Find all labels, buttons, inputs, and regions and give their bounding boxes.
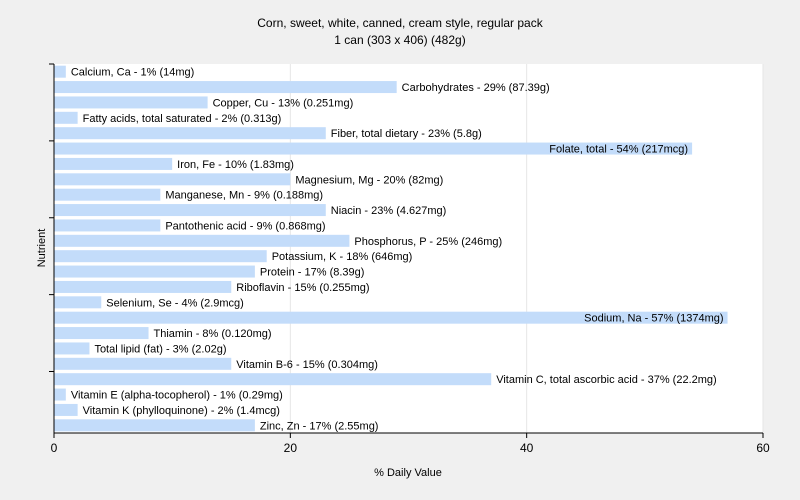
axes-group [49, 63, 763, 434]
bar [54, 327, 149, 340]
bar-label: Vitamin B-6 - 15% (0.304mg) [236, 359, 378, 371]
gridlines [289, 64, 764, 433]
bar [54, 357, 232, 370]
bar-label: Manganese, Mn - 9% (0.188mg) [165, 190, 323, 202]
bar [54, 204, 326, 217]
bar-label: Niacin - 23% (4.627mg) [331, 205, 447, 217]
bar [54, 265, 255, 278]
bar [54, 219, 161, 232]
bar-label: Riboflavin - 15% (0.255mg) [236, 282, 369, 294]
bar [54, 157, 173, 170]
bar-label: Selenium, Se - 4% (2.9mcg) [106, 297, 244, 309]
bar-label: Carbohydrates - 29% (87.39g) [402, 82, 550, 94]
bar-label: Calcium, Ca - 1% (14mg) [71, 67, 194, 79]
bar [54, 373, 492, 386]
bar-label: Protein - 17% (8.39g) [260, 267, 365, 279]
x-tick-label: 40 [520, 441, 534, 455]
x-tick-label: 60 [756, 441, 770, 455]
bar [54, 65, 66, 78]
bar [54, 388, 66, 401]
bar [54, 250, 267, 263]
bar-label: Sodium, Na - 57% (1374mg) [584, 313, 723, 325]
x-tick-label: 20 [284, 441, 298, 455]
y-axis-label: Nutrient [36, 229, 48, 268]
chart-title: Corn, sweet, white, canned, cream style,… [257, 16, 543, 30]
x-tick-label: 0 [51, 441, 58, 455]
bar-label: Copper, Cu - 13% (0.251mg) [213, 97, 354, 109]
x-ticks-group: 0 20 40 60 [51, 433, 770, 455]
bar [54, 280, 232, 293]
bar [54, 403, 78, 416]
bar-labels-group: Calcium, Ca - 1% (14mg) Carbohydrates - 2… [71, 67, 724, 433]
bar [54, 311, 728, 324]
bar-label: Phosphorus, P - 25% (246mg) [354, 236, 502, 248]
bar [54, 142, 693, 155]
bar-label: Zinc, Zn - 17% (2.55mg) [260, 420, 379, 432]
bar-label: Folate, total - 54% (217mcg) [549, 144, 688, 156]
bars-group [54, 65, 728, 432]
x-axis-label: % Daily Value [374, 467, 442, 479]
bar-label: Magnesium, Mg - 20% (82mg) [295, 174, 443, 186]
chart-subtitle: 1 can (303 x 406) (482g) [334, 33, 465, 47]
bar-label: Pantothenic acid - 9% (0.868mg) [165, 220, 325, 232]
bar [54, 419, 255, 432]
bar-label: Vitamin C, total ascorbic acid - 37% (22… [496, 374, 717, 386]
bar [54, 127, 326, 140]
bar [54, 96, 208, 109]
bar-label: Vitamin E (alpha-tocopherol) - 1% (0.29m… [71, 390, 283, 402]
bar-label: Iron, Fe - 10% (1.83mg) [177, 159, 294, 171]
bar [54, 111, 78, 124]
bar-label: Fatty acids, total saturated - 2% (0.313… [83, 113, 282, 125]
plot-area [54, 64, 763, 433]
bar-label: Fiber, total dietary - 23% (5.8g) [331, 128, 482, 140]
bar [54, 234, 350, 247]
bar [54, 342, 90, 355]
bar-label: Potassium, K - 18% (646mg) [272, 251, 413, 263]
bar [54, 188, 161, 201]
bar-label: Total lipid (fat) - 3% (2.02g) [94, 343, 226, 355]
bar [54, 81, 397, 94]
bar [54, 296, 102, 309]
bar [54, 173, 291, 186]
bar-label: Vitamin K (phylloquinone) - 2% (1.4mcg) [83, 405, 280, 417]
bar-label: Thiamin - 8% (0.120mg) [154, 328, 272, 340]
